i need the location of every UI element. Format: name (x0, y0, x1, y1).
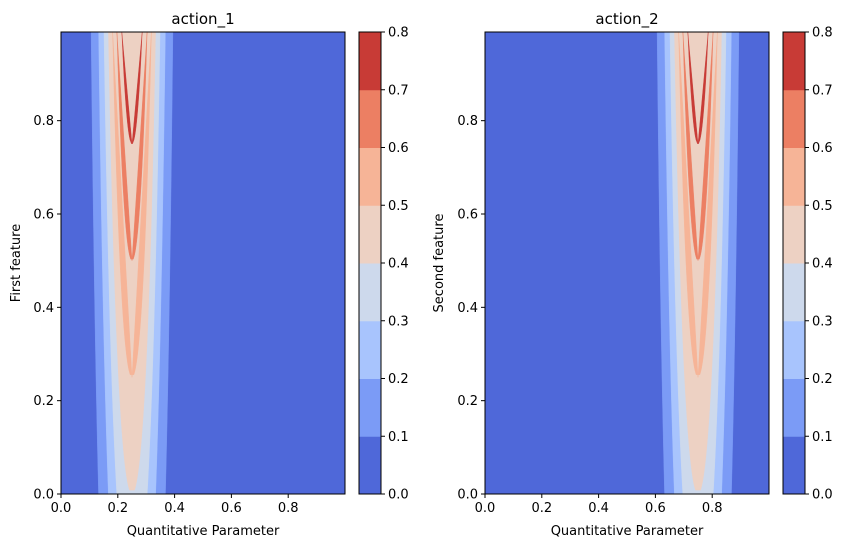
y-tick-label: 0.6 (457, 208, 478, 223)
x-tick-label: 0.0 (51, 501, 72, 516)
colorbar-swatch-7 (359, 32, 381, 91)
colorbar-action-1: 0.0 0.1 0.2 0.3 0.4 0.5 0.6 0.7 0.8 (358, 26, 409, 503)
contour-plot-action-2 (485, 31, 769, 495)
colorbar-tick-label: 0.4 (388, 257, 409, 272)
chart-title-action-1: action_1 (171, 10, 234, 29)
contour-band-7 (121, 31, 143, 145)
colorbar-tick-label: 0.1 (812, 430, 833, 445)
x-tick-label: 0.6 (221, 501, 242, 516)
colorbar-swatch-4 (783, 205, 805, 264)
colorbar-swatch-3 (359, 263, 381, 322)
contour-band-6 (116, 31, 148, 261)
contour-band-7 (687, 31, 709, 145)
colorbar-tick-label: 0.8 (812, 26, 833, 41)
y-tick-label: 0.4 (457, 301, 478, 316)
colorbar-swatch-6 (359, 89, 381, 148)
y-tick-label: 0.6 (33, 208, 54, 223)
y-tick-label: 0.0 (457, 488, 478, 503)
x-tick-label: 0.2 (107, 501, 128, 516)
y-axis-label: Second feature (432, 214, 447, 313)
x-tick-label: 0.2 (531, 501, 552, 516)
x-tick-label: 0.0 (475, 501, 496, 516)
x-axis-action-2: 0.0 0.2 0.4 0.6 0.8 (475, 494, 723, 516)
colorbar-swatch-2 (783, 320, 805, 379)
colorbar-tick-label: 0.2 (812, 372, 833, 387)
x-tick-label: 0.4 (164, 501, 185, 516)
colorbar-swatch-2 (359, 320, 381, 379)
colorbar-tick-label: 0.7 (388, 83, 409, 98)
x-tick-label: 0.8 (702, 501, 723, 516)
colorbar-tick-label: 0.2 (388, 372, 409, 387)
colorbar-tick-label: 0.0 (388, 488, 409, 503)
y-tick-label: 0.4 (33, 301, 54, 316)
colorbar-tick-label: 0.6 (812, 141, 833, 156)
x-axis-label: Quantitative Parameter (127, 524, 280, 539)
colorbar-swatch-6 (783, 89, 805, 148)
colorbar-swatch-1 (783, 378, 805, 437)
contour-plot-action-1 (61, 31, 345, 495)
contour-band-5 (678, 31, 718, 378)
x-tick-label: 0.6 (645, 501, 666, 516)
colorbar-swatch-5 (359, 147, 381, 206)
y-tick-label: 0.2 (457, 394, 478, 409)
plot-frame (60, 31, 346, 495)
y-tick-label: 0.8 (457, 114, 478, 129)
contour-band-5 (112, 31, 152, 378)
panel-action-2: 0.0 0.2 0.4 0.6 0.8 0.0 0.2 0.4 0.6 0.8 action_2… (432, 10, 833, 539)
contour-band-6 (682, 31, 714, 261)
y-axis-action-1: 0.0 0.2 0.4 0.6 0.8 (33, 114, 61, 503)
colorbar-swatch-4 (359, 205, 381, 264)
y-axis-label: First feature (9, 224, 24, 302)
plot-frame (484, 31, 770, 495)
colorbar-tick-label: 0.0 (812, 488, 833, 503)
colorbar-swatch-0 (359, 436, 381, 495)
y-tick-label: 0.8 (33, 114, 54, 129)
colorbar-tick-label: 0.3 (388, 314, 409, 329)
colorbar-tick-label: 0.5 (388, 199, 409, 214)
colorbar-action-2: 0.0 0.1 0.2 0.3 0.4 0.5 0.6 0.7 0.8 (782, 26, 833, 503)
colorbar-tick-label: 0.8 (388, 26, 409, 41)
chart-title-action-2: action_2 (595, 10, 658, 29)
colorbar-swatch-0 (783, 436, 805, 495)
colorbar-tick-label: 0.1 (388, 430, 409, 445)
y-axis-action-2: 0.0 0.2 0.4 0.6 0.8 (457, 114, 485, 503)
colorbar-tick-label: 0.5 (812, 199, 833, 214)
x-tick-label: 0.8 (278, 501, 299, 516)
colorbar-swatch-5 (783, 147, 805, 206)
colorbar-tick-label: 0.6 (388, 141, 409, 156)
y-tick-label: 0.0 (33, 488, 54, 503)
x-axis-action-1: 0.0 0.2 0.4 0.6 0.8 (51, 494, 299, 516)
y-tick-label: 0.2 (33, 394, 54, 409)
panel-action-1: 0.0 0.2 0.4 0.6 0.8 0.0 0.2 0.4 0.6 0.8 action_1… (9, 10, 409, 539)
colorbar-tick-label: 0.7 (812, 83, 833, 98)
x-tick-label: 0.4 (588, 501, 609, 516)
colorbar-swatch-3 (783, 263, 805, 322)
colorbar-swatch-1 (359, 378, 381, 437)
colorbar-tick-label: 0.4 (812, 257, 833, 272)
colorbar-swatch-7 (783, 32, 805, 91)
x-axis-label: Quantitative Parameter (551, 524, 704, 539)
colorbar-tick-label: 0.3 (812, 314, 833, 329)
